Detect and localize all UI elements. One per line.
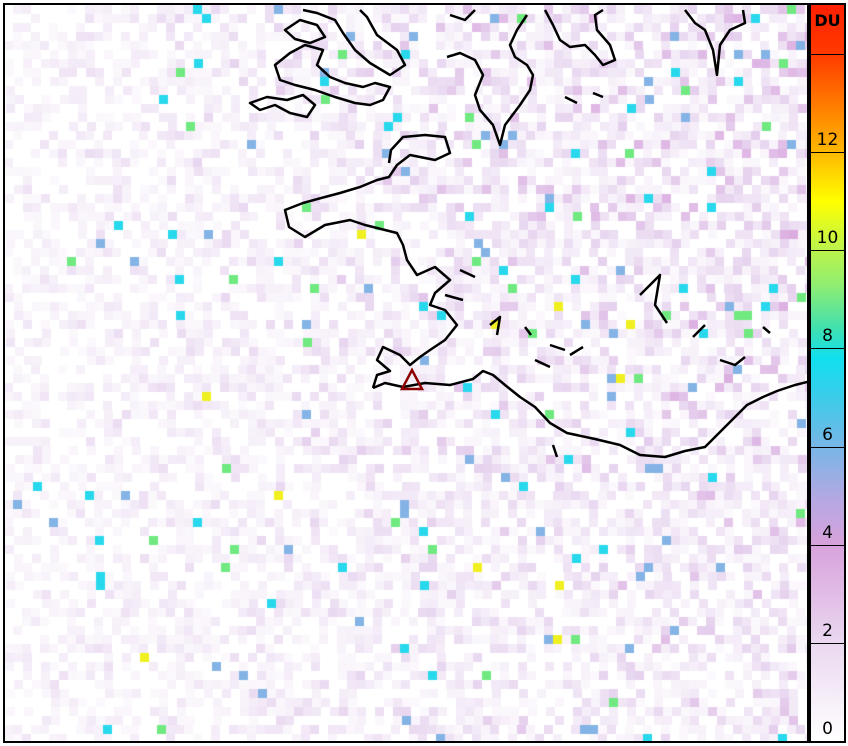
colorbar-tick	[811, 642, 844, 644]
colorbar-tick	[811, 544, 844, 546]
coastline-fjords-east	[444, 268, 771, 458]
coastline-north	[446, 8, 747, 147]
colorbar-tick-label: 8	[822, 326, 833, 347]
colorbar-tick-label: 2	[822, 620, 833, 641]
colorbar-tick	[811, 54, 844, 56]
so2-map	[3, 3, 809, 743]
colorbar-tick	[811, 152, 844, 154]
colorbar-tick	[811, 446, 844, 448]
colorbar-unit: DU	[814, 11, 841, 30]
coastline-layer	[248, 8, 807, 459]
coastline-westfjords	[248, 8, 407, 119]
coastline-reykjanes	[283, 133, 459, 389]
colorbar-tick-label: 6	[822, 424, 833, 445]
colorbar-tick	[811, 250, 844, 252]
colorbar-tick-label: 12	[816, 130, 839, 151]
colorbar-tick-label: 10	[816, 228, 839, 249]
colorbar-tick-label: 0	[822, 719, 833, 739]
coastline-south	[372, 369, 807, 459]
colorbar: DU 0 2 4 6 8 10 12	[809, 3, 846, 743]
volcano-triangle-icon	[399, 367, 425, 391]
colorbar-tick	[811, 348, 844, 350]
colorbar-tick-label: 4	[822, 522, 833, 543]
so2-column-field	[5, 5, 807, 741]
